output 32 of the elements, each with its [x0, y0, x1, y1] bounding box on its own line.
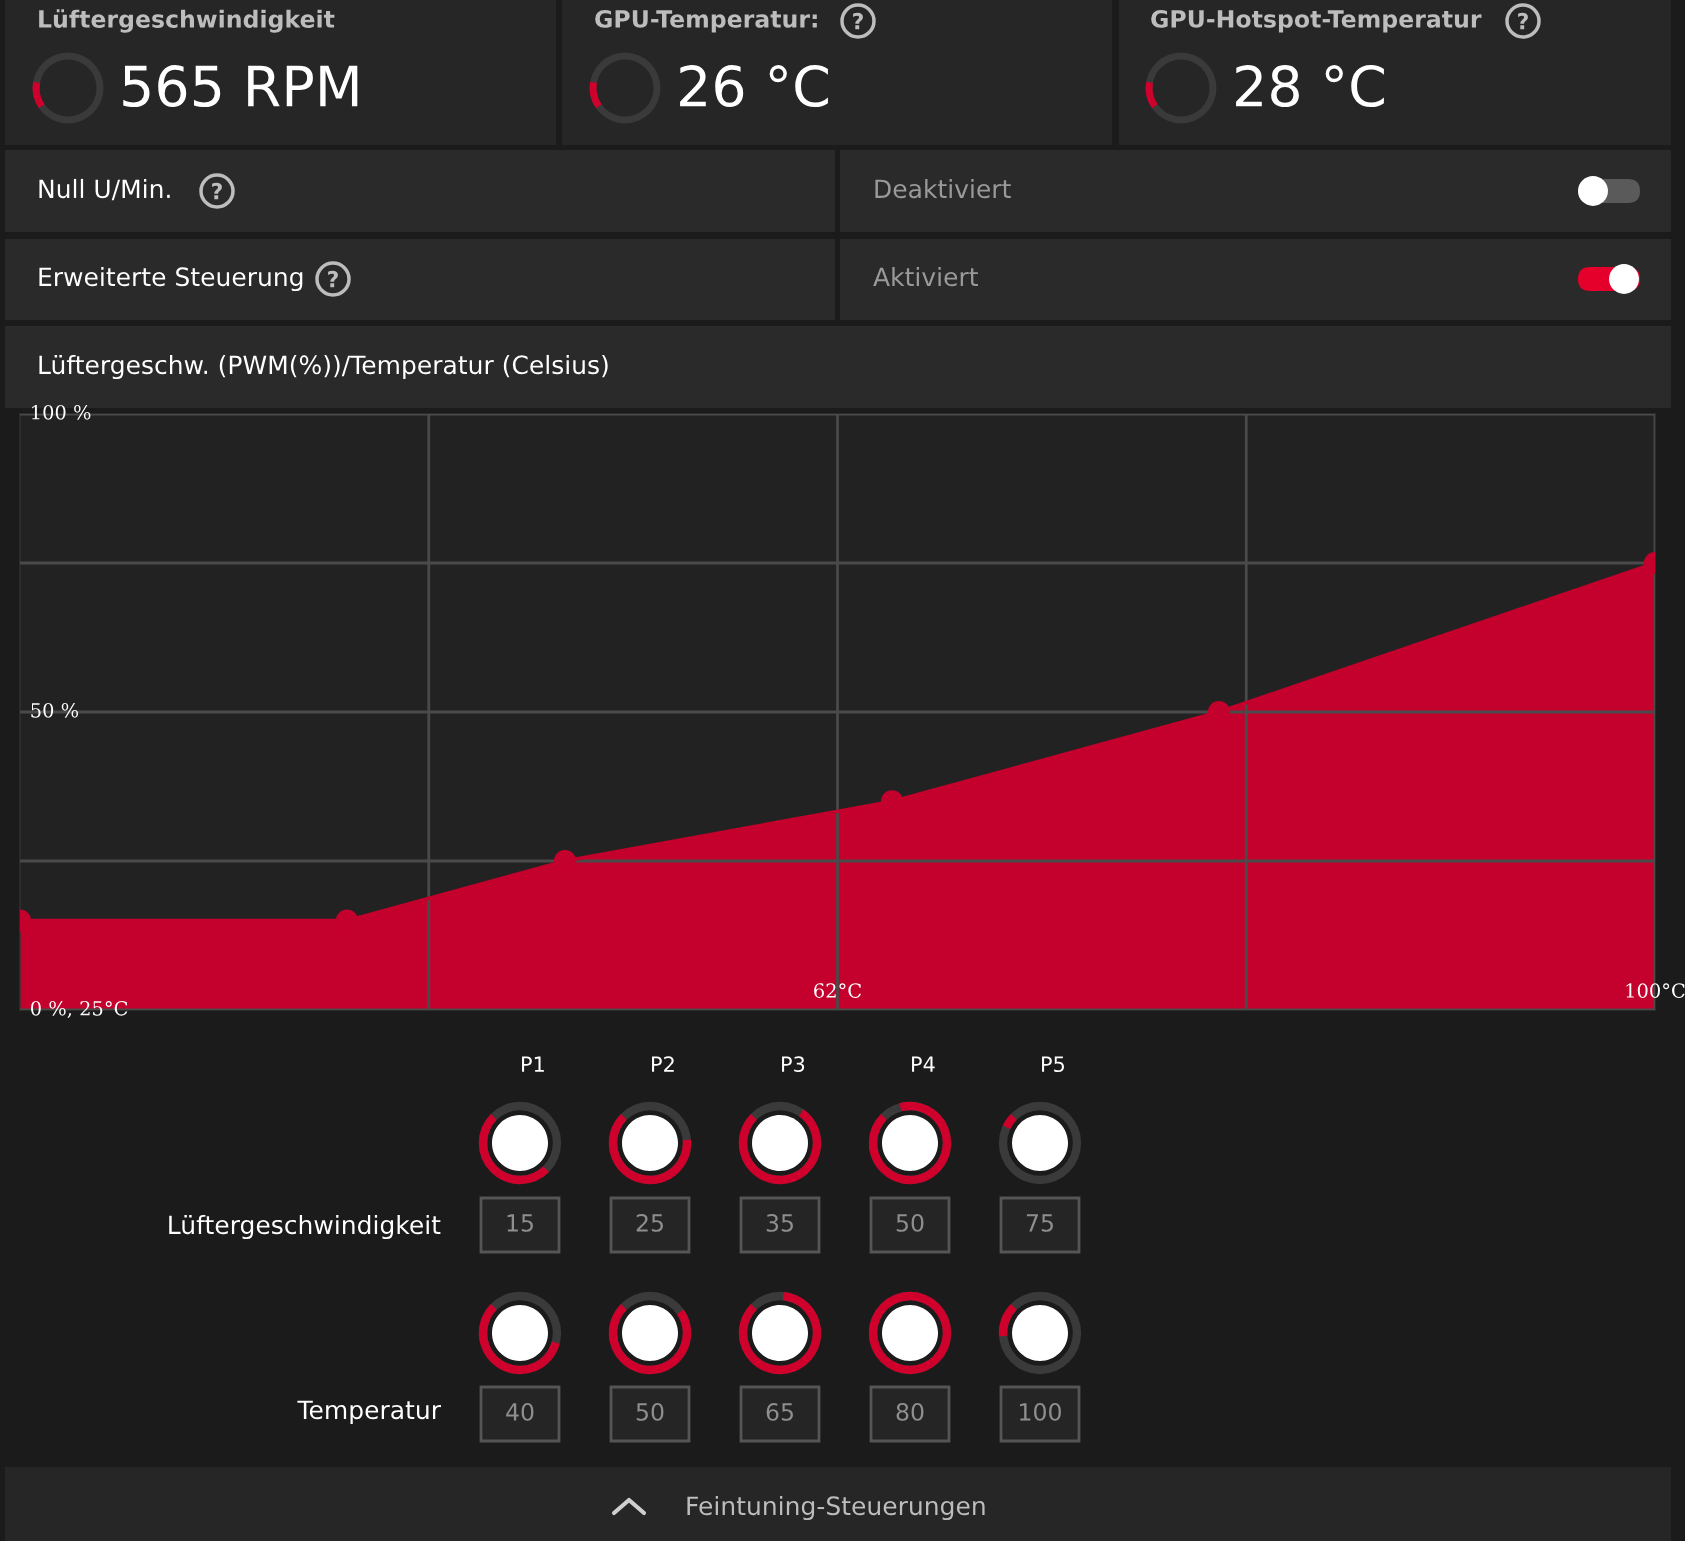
- text: Aktiviert: [873, 266, 978, 287]
- text: Erweiterte Steuerung: [39, 266, 303, 292]
- text: P4: [912, 1056, 935, 1072]
- y-tick-label: 50 %: [31, 702, 79, 718]
- text: Null U/Min.: [39, 178, 170, 201]
- text: 80: [896, 1402, 924, 1421]
- text: 565 RPM: [123, 65, 358, 108]
- chart-title: Lüftergeschw. (PWM(%))/Temperatur (Celsius): [39, 354, 608, 380]
- text: 25: [636, 1213, 663, 1232]
- text: P1: [522, 1056, 544, 1072]
- text: 65: [766, 1402, 793, 1421]
- text: P3: [782, 1056, 805, 1073]
- text: 15: [507, 1214, 533, 1232]
- text: Feintuning-Steuerungen: [687, 1495, 985, 1521]
- y-tick-label: 100 %: [32, 404, 91, 420]
- text: 75: [1026, 1214, 1053, 1232]
- text: 35: [766, 1213, 793, 1232]
- text: Deaktiviert: [875, 178, 1011, 199]
- text: GPU-Hotspot-Temperatur: [1151, 9, 1482, 33]
- text: Lüftergeschwindigkeit: [39, 9, 335, 33]
- text: 26 °C: [680, 65, 828, 108]
- x-tick-label: 62°C: [814, 983, 861, 998]
- text: P2: [652, 1056, 674, 1072]
- text: 50: [636, 1402, 664, 1421]
- text: 40: [506, 1402, 534, 1421]
- text: P5: [1042, 1056, 1064, 1073]
- text: Temperatur: [297, 1400, 441, 1425]
- text: GPU-Temperatur:: [595, 9, 817, 33]
- text: 100: [1020, 1402, 1061, 1421]
- text: 28 °C: [1236, 65, 1384, 108]
- text: 50: [896, 1213, 924, 1232]
- text: Lüftergeschwindigkeit: [169, 1214, 441, 1240]
